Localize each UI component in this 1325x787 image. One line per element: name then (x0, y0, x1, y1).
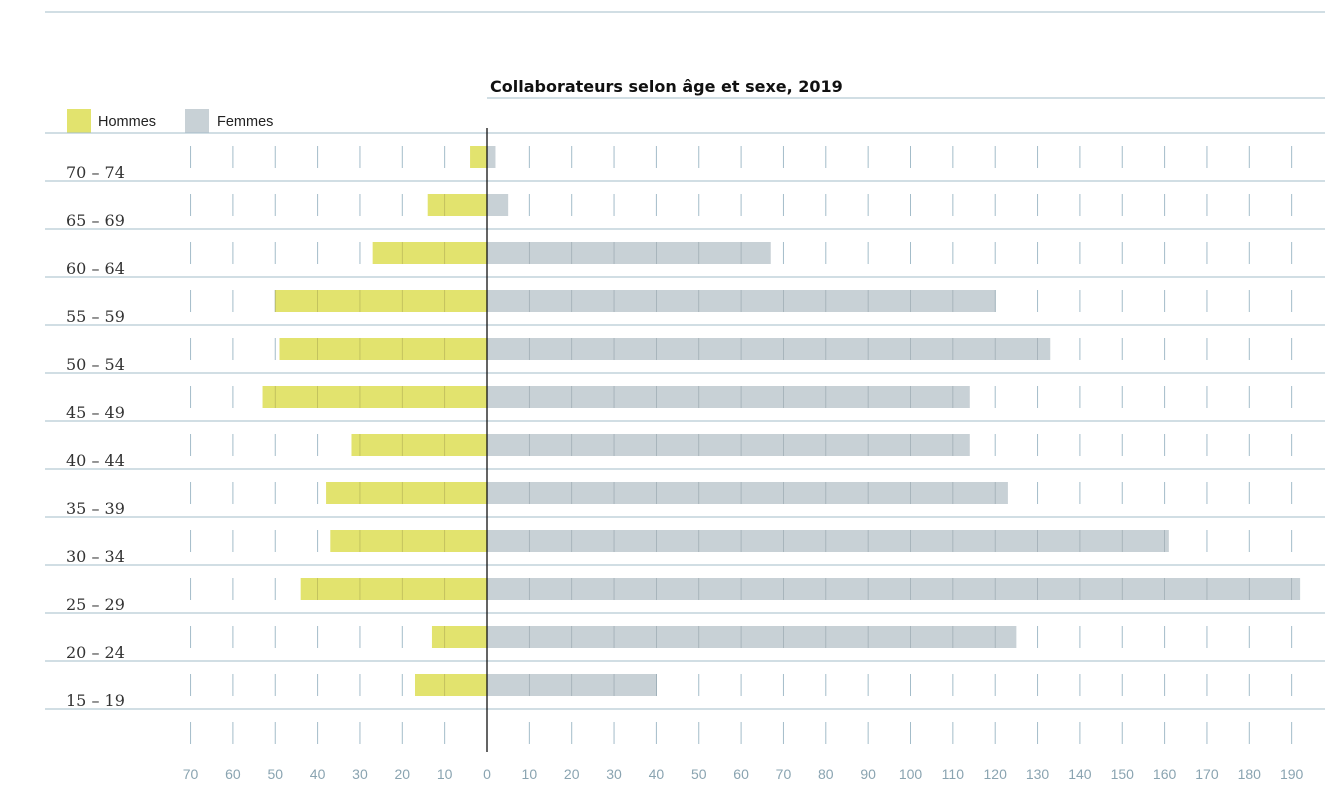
bar-femmes (487, 482, 1008, 504)
x-tick-label: 150 (1111, 766, 1135, 782)
category-label: 60 – 64 (66, 259, 125, 278)
x-tick-label: 30 (352, 766, 368, 782)
bar-femmes (487, 530, 1169, 552)
x-tick-label: 40 (649, 766, 665, 782)
labels-layer: 70 – 74 65 – 69 60 – 64 55 – 59 50 – 54 45 – … (66, 163, 1304, 782)
bar-hommes (326, 482, 487, 504)
category-label: 15 – 19 (66, 691, 125, 710)
bar-hommes (330, 530, 487, 552)
category-label: 40 – 44 (66, 451, 125, 470)
category-label: 55 – 59 (66, 307, 125, 326)
bar-hommes (427, 194, 487, 216)
x-tick-label: 10 (522, 766, 538, 782)
x-tick-label: 180 (1238, 766, 1262, 782)
bar-hommes (470, 146, 487, 168)
bar-hommes (279, 338, 487, 360)
x-tick-label: 40 (310, 766, 326, 782)
x-tick-label: 10 (437, 766, 453, 782)
chart-title: Collaborateurs selon âge et sexe, 2019 (490, 77, 843, 96)
bars-layer (262, 128, 1301, 752)
bar-hommes (372, 242, 487, 264)
legend-swatch-femmes (185, 109, 209, 133)
x-tick-label: 90 (860, 766, 876, 782)
x-tick-label: 110 (942, 766, 965, 782)
x-tick-label: 50 (267, 766, 283, 782)
category-label: 20 – 24 (66, 643, 125, 662)
bar-hommes (415, 674, 487, 696)
x-tick-label: 30 (606, 766, 622, 782)
x-tick-label: 50 (691, 766, 707, 782)
category-label: 35 – 39 (66, 499, 125, 518)
bar-femmes (487, 146, 496, 168)
bar-femmes (487, 434, 970, 456)
bar-hommes (351, 434, 487, 456)
x-tick-label: 0 (483, 766, 491, 782)
legend-label-femmes: Femmes (217, 114, 273, 130)
x-tick-label: 140 (1068, 766, 1092, 782)
bar-hommes (275, 290, 487, 312)
category-label: 30 – 34 (66, 547, 125, 566)
x-tick-label: 20 (395, 766, 411, 782)
x-tick-label: 80 (818, 766, 834, 782)
x-tick-label: 130 (1026, 766, 1050, 782)
category-label: 45 – 49 (66, 403, 125, 422)
bar-femmes (487, 626, 1017, 648)
x-tick-label: 170 (1195, 766, 1219, 782)
bar-femmes (487, 194, 509, 216)
bar-hommes (300, 578, 487, 600)
bar-femmes (487, 338, 1051, 360)
bar-femmes (487, 578, 1301, 600)
x-tick-label: 60 (225, 766, 241, 782)
x-tick-label: 190 (1280, 766, 1304, 782)
legend-swatch-hommes (67, 109, 91, 133)
x-tick-label: 20 (564, 766, 580, 782)
bar-hommes (262, 386, 487, 408)
x-tick-label: 70 (776, 766, 792, 782)
category-label: 50 – 54 (66, 355, 125, 374)
x-tick-label: 160 (1153, 766, 1177, 782)
bar-femmes (487, 242, 771, 264)
x-tick-label: 70 (183, 766, 199, 782)
bar-femmes (487, 386, 970, 408)
x-tick-label: 60 (733, 766, 749, 782)
x-tick-label: 120 (984, 766, 1008, 782)
bar-hommes (431, 626, 487, 648)
category-label: 25 – 29 (66, 595, 125, 614)
legend-label-hommes: Hommes (98, 114, 156, 130)
category-label: 70 – 74 (66, 163, 125, 182)
x-tick-label: 100 (899, 766, 923, 782)
category-label: 65 – 69 (66, 211, 125, 230)
